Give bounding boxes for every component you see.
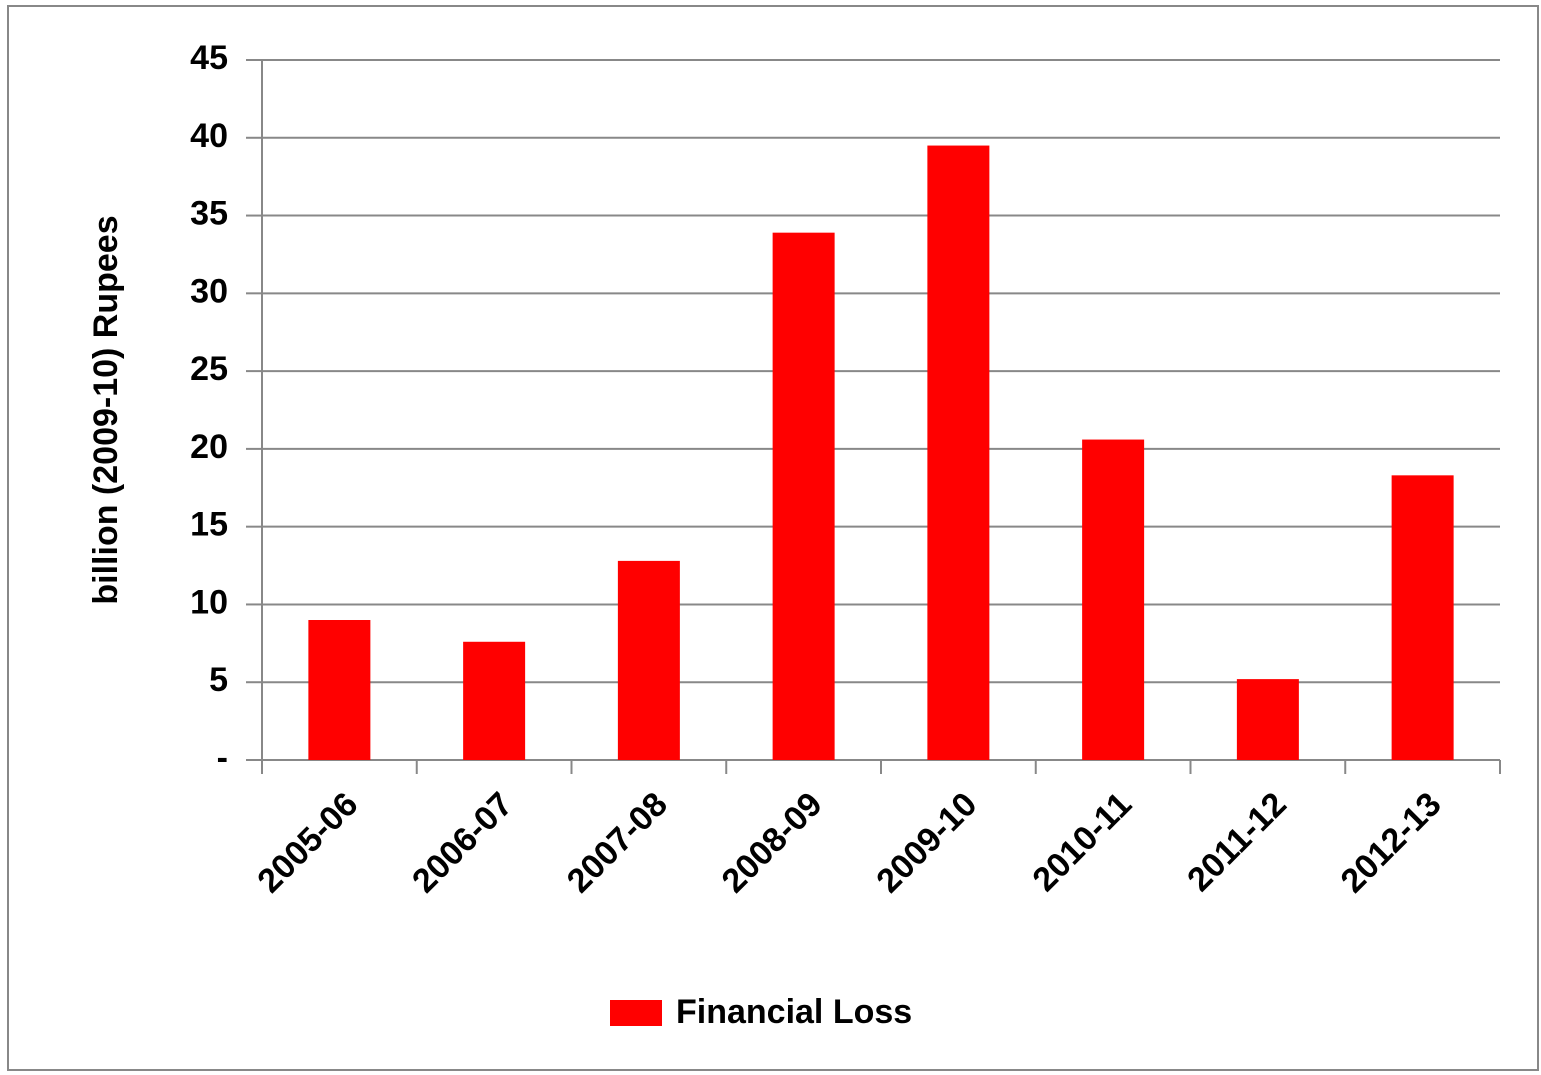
y-tick-label: 30: [190, 272, 228, 310]
x-tick-label: 2005-06: [250, 785, 365, 900]
y-axis-label: billion (2009-10) Rupees: [87, 215, 125, 604]
chart-frame: [7, 5, 1539, 1071]
y-tick-label: 15: [190, 506, 228, 544]
bar: [1082, 439, 1145, 760]
x-tick-label: 2007-08: [560, 785, 675, 900]
y-tick-label: 5: [209, 661, 228, 699]
bar: [463, 641, 526, 760]
bar: [1391, 475, 1454, 760]
x-tick-label: 2006-07: [405, 785, 520, 900]
x-tick-label: 2009-10: [869, 785, 984, 900]
bar: [927, 145, 990, 761]
legend-swatch: [610, 1000, 662, 1026]
y-tick-label: 35: [190, 195, 228, 233]
y-tick-label: 45: [190, 39, 228, 77]
y-tick-label: 20: [190, 428, 228, 466]
y-tick-label: 40: [190, 117, 228, 155]
x-tick-label: 2008-09: [715, 785, 830, 900]
x-tick-label: 2010-11: [1025, 785, 1139, 899]
y-tick-label: 25: [190, 350, 228, 388]
legend-label: Financial Loss: [676, 993, 912, 1031]
y-tick-label: -: [217, 739, 228, 777]
x-tick-label: 2011-12: [1180, 785, 1294, 899]
bar: [308, 620, 371, 760]
bar: [772, 232, 835, 760]
bar: [1236, 679, 1299, 760]
y-tick-label: 10: [190, 583, 228, 621]
bar: [617, 560, 680, 760]
x-tick-label: 2012-13: [1334, 785, 1449, 900]
